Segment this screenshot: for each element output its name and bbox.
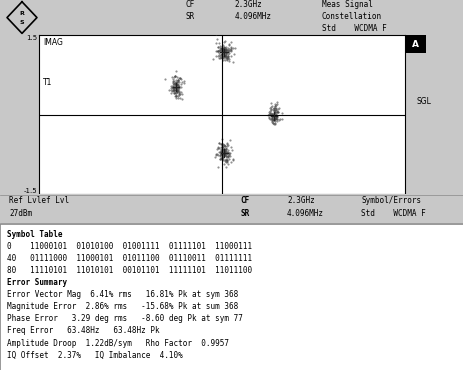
Text: Phase Error   3.29 deg rms   -8.60 deg Pk at sym 77: Phase Error 3.29 deg rms -8.60 deg Pk at… bbox=[7, 314, 243, 323]
Text: Constellation: Constellation bbox=[322, 12, 382, 21]
Text: 0    11000101  01010100  01001111  01111101  11000111: 0 11000101 01010100 01001111 01111101 11… bbox=[7, 242, 252, 251]
Text: SR: SR bbox=[185, 12, 194, 21]
Text: Symbol Table: Symbol Table bbox=[7, 230, 63, 239]
Text: Symbol/Errors: Symbol/Errors bbox=[361, 196, 421, 205]
Text: 40   01111000  11000101  01011100  01110011  01111111: 40 01111000 11000101 01011100 01110011 0… bbox=[7, 254, 252, 263]
Text: A: A bbox=[412, 40, 419, 48]
Text: S: S bbox=[20, 20, 24, 25]
Text: Amplitude Droop  1.22dB/sym   Rho Factor  0.9957: Amplitude Droop 1.22dB/sym Rho Factor 0.… bbox=[7, 339, 229, 347]
Text: 80   11110101  11010101  00101101  11111101  11011100: 80 11110101 11010101 00101101 11111101 1… bbox=[7, 266, 252, 275]
Text: CF: CF bbox=[185, 0, 194, 10]
Text: 4.096MHz: 4.096MHz bbox=[287, 209, 324, 218]
Text: Meas Signal: Meas Signal bbox=[322, 0, 373, 10]
Text: Error Summary: Error Summary bbox=[7, 278, 67, 287]
Text: IQ Offset  2.37%   IQ Imbalance  4.10%: IQ Offset 2.37% IQ Imbalance 4.10% bbox=[7, 351, 183, 360]
Text: Ref Lvlef Lvl: Ref Lvlef Lvl bbox=[9, 196, 69, 205]
Text: R: R bbox=[19, 10, 25, 16]
Text: IMAG: IMAG bbox=[43, 37, 63, 47]
Text: 2.3GHz: 2.3GHz bbox=[287, 196, 315, 205]
Text: Std    WCDMA F: Std WCDMA F bbox=[322, 24, 387, 33]
Text: -4.1666667: -4.1666667 bbox=[39, 201, 80, 208]
Text: SR: SR bbox=[241, 209, 250, 218]
Text: Error Vector Mag  6.41% rms   16.81% Pk at sym 368: Error Vector Mag 6.41% rms 16.81% Pk at … bbox=[7, 290, 238, 299]
Text: T1: T1 bbox=[43, 78, 52, 87]
Text: SGL: SGL bbox=[416, 97, 431, 107]
Text: Std    WCDMA F: Std WCDMA F bbox=[361, 209, 426, 218]
Text: REAL: REAL bbox=[213, 201, 232, 211]
Text: Freq Error   63.48Hz   63.48Hz Pk: Freq Error 63.48Hz 63.48Hz Pk bbox=[7, 326, 160, 336]
Text: 27dBm: 27dBm bbox=[9, 209, 32, 218]
Text: 4.1666667: 4.1666667 bbox=[367, 201, 405, 208]
Text: 2.3GHz: 2.3GHz bbox=[234, 0, 262, 10]
Text: 4.096MHz: 4.096MHz bbox=[234, 12, 271, 21]
Text: CF: CF bbox=[241, 196, 250, 205]
Text: Magnitude Error  2.86% rms   -15.68% Pk at sum 368: Magnitude Error 2.86% rms -15.68% Pk at … bbox=[7, 302, 238, 311]
Text: 1.5: 1.5 bbox=[26, 35, 38, 41]
Text: -1.5: -1.5 bbox=[24, 188, 38, 194]
